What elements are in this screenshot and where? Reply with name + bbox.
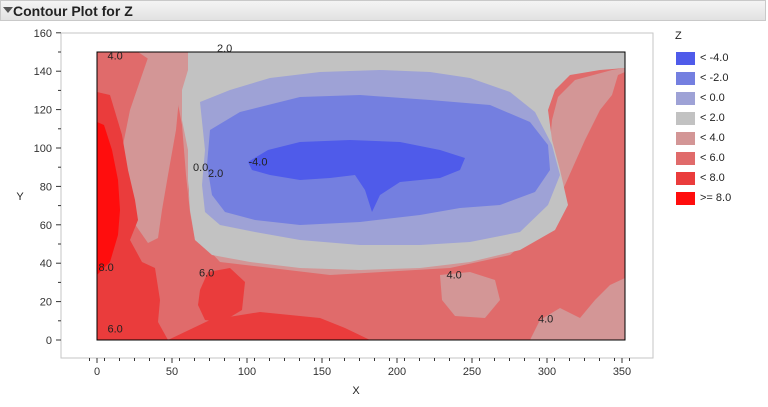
x-axis-label: X [352,385,360,397]
contour-label-8: 4.0 [538,314,553,326]
legend-swatch [676,192,695,205]
contour-region-11 [440,272,500,318]
contour-region-7 [97,92,168,340]
legend-label: < 4.0 [700,132,725,144]
contour-label-2: 0.0 [193,162,208,174]
data-border [96,51,626,341]
contour-label-1: 2.0 [217,43,232,55]
y-tick-label-120: 120 [34,105,52,117]
contour-regions [97,52,625,340]
y-tick-label-100: 100 [34,143,52,155]
contour-region-9 [198,268,245,322]
x-tick-label-0: 0 [94,366,100,378]
contour-label-7: 4.0 [447,270,462,282]
legend-swatch [676,152,695,165]
y-tick-label-60: 60 [40,220,52,232]
contour-region-12 [530,278,625,340]
contour-label-6: 6.0 [199,268,214,280]
legend-swatch [676,92,695,105]
contour-labels: 4.02.00.0 2.0-4.08.0 6.0 4.04.06.0 [99,43,554,335]
contour-label-5: 8.0 [99,262,114,274]
report-header[interactable]: Contour Plot for Z [0,0,766,21]
x-tick-label-50: 50 [166,366,178,378]
contour-label-4: -4.0 [249,156,268,168]
legend-label: < -4.0 [700,52,729,64]
x-tick-label-150: 150 [313,366,331,378]
contour-label-9: 6.0 [108,323,123,335]
contour-region-6 [248,140,465,212]
contour-label-3: 2.0 [208,168,223,180]
y-tick-label-20: 20 [40,297,52,309]
y-tick-label-160: 160 [34,28,52,40]
legend-swatch [676,112,695,125]
contour-region-10 [168,312,370,340]
legend-label: < 0.0 [700,92,725,104]
legend-swatch [676,52,695,65]
contour-label-0: 4.0 [108,51,123,63]
legend-label: < 6.0 [700,152,725,164]
x-tick-label-300: 300 [538,366,556,378]
chart-title: Contour Plot for Z [13,3,133,19]
legend-label: >= 8.0 [700,192,732,204]
legend-label: < 8.0 [700,172,725,184]
collapse-triangle-icon[interactable] [3,7,13,13]
y-tick-label-0: 0 [46,335,52,347]
contour-region-2 [118,52,196,243]
legend-title: Z [675,30,682,42]
legend-label: < 2.0 [700,112,725,124]
axes: 0 50 100 150 200 250 300 350 0 20 40 60 80 100 120 140 1… [34,28,632,378]
x-tick-label-200: 200 [388,366,406,378]
y-tick-label-40: 40 [40,258,52,270]
y-tick-label-80: 80 [40,181,52,193]
legend-swatch [676,132,695,145]
y-tick-label-140: 140 [34,66,52,78]
contour-region-8 [97,122,120,275]
y-axis-label: Y [16,191,24,203]
x-tick-label-250: 250 [463,366,481,378]
legend-label: < -2.0 [700,72,729,84]
legend-swatch [676,172,695,185]
x-tick-label-350: 350 [613,366,631,378]
legend-swatch [676,72,695,85]
x-tick-label-100: 100 [238,366,256,378]
